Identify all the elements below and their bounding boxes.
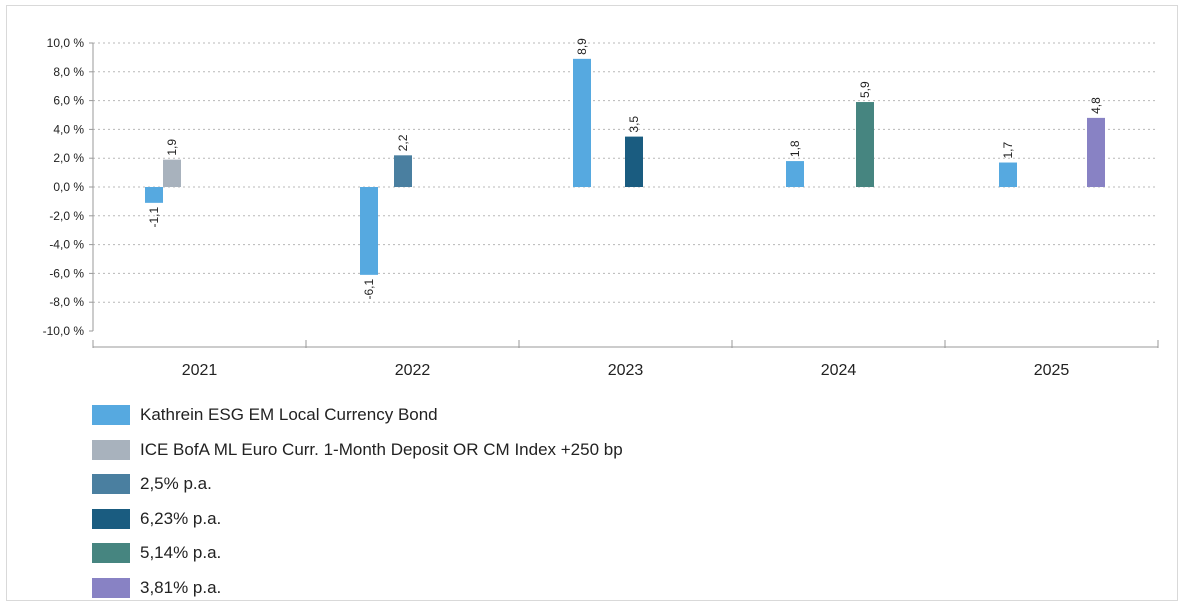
legend-label: 5,14% p.a. — [140, 543, 222, 563]
legend-label: 3,81% p.a. — [140, 577, 222, 597]
data-label: 8,9 — [575, 38, 589, 55]
y-tick-label: 2,0 % — [53, 151, 84, 165]
data-labels: -1,1 1,9 -6,1 2,2 8,9 3,5 1,8 5,9 1,7 4,8 — [147, 38, 1103, 300]
legend-swatch — [92, 577, 130, 598]
axes: 10,0 % 8,0 % 6,0 % 4,0 % 2,0 % 0,0 % -2,0 % -4,… — [43, 36, 1159, 379]
legend-item: Kathrein ESG EM Local Currency Bond — [92, 398, 623, 433]
legend-item: 3,81% p.a. — [92, 571, 623, 606]
x-category-label: 2022 — [395, 362, 431, 379]
bar — [145, 187, 163, 203]
data-label: 2,2 — [396, 134, 410, 151]
y-tick-label: -6,0 % — [49, 266, 84, 280]
legend: Kathrein ESG EM Local Currency Bond ICE … — [92, 398, 623, 605]
y-tick-label: 0,0 % — [53, 180, 84, 194]
bar — [360, 187, 378, 275]
y-tick-label: 6,0 % — [53, 94, 84, 108]
data-label: -6,1 — [362, 279, 376, 300]
bar — [1087, 117, 1105, 187]
legend-label: Kathrein ESG EM Local Currency Bond — [140, 405, 438, 425]
chart-frame — [6, 5, 1178, 601]
y-tick-label: 10,0 % — [47, 36, 85, 50]
x-category-label: 2024 — [821, 362, 857, 379]
data-label: 3,5 — [627, 116, 641, 133]
bar — [999, 162, 1017, 187]
y-tick-label: 8,0 % — [53, 65, 84, 79]
legend-label: 6,23% p.a. — [140, 508, 222, 528]
x-category-label: 2021 — [182, 362, 218, 379]
legend-item: 2,5% p.a. — [92, 467, 623, 502]
legend-swatch — [92, 474, 130, 495]
legend-item: 5,14% p.a. — [92, 536, 623, 571]
bar — [625, 136, 643, 187]
bars — [145, 58, 1105, 275]
data-label: 1,8 — [788, 140, 802, 157]
y-tick-label: -8,0 % — [49, 295, 84, 309]
data-label: 5,9 — [858, 81, 872, 98]
legend-swatch — [92, 439, 130, 460]
x-category-label: 2025 — [1034, 362, 1070, 379]
legend-item: 6,23% p.a. — [92, 502, 623, 537]
y-tick-label: -10,0 % — [43, 324, 85, 338]
x-category-label: 2023 — [608, 362, 644, 379]
bar — [163, 159, 181, 187]
data-label: -1,1 — [147, 207, 161, 228]
legend-swatch — [92, 508, 130, 529]
y-tick-label: 4,0 % — [53, 122, 84, 136]
legend-item: ICE BofA ML Euro Curr. 1-Month Deposit O… — [92, 433, 623, 468]
data-label: 1,7 — [1001, 142, 1015, 159]
bar — [786, 161, 804, 187]
legend-label: ICE BofA ML Euro Curr. 1-Month Deposit O… — [140, 439, 623, 459]
legend-swatch — [92, 543, 130, 564]
data-label: 1,9 — [165, 139, 179, 156]
y-tick-label: -2,0 % — [49, 209, 84, 223]
bar — [394, 155, 412, 187]
legend-label: 2,5% p.a. — [140, 474, 212, 494]
bar-chart: 10,0 % 8,0 % 6,0 % 4,0 % 2,0 % 0,0 % -2,0 % -4,… — [43, 36, 1159, 379]
bar — [573, 58, 591, 188]
data-label: 4,8 — [1089, 97, 1103, 114]
bar — [856, 102, 874, 187]
y-tick-label: -4,0 % — [49, 238, 84, 252]
legend-swatch — [92, 405, 130, 426]
